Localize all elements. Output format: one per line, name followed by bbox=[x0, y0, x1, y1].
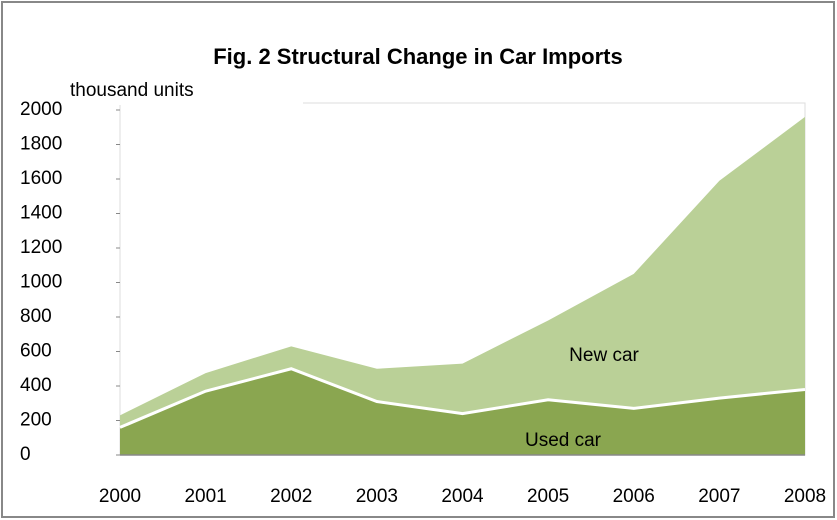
y-tick-label: 1000 bbox=[20, 272, 62, 293]
chart-title: Fig. 2 Structural Change in Car Imports bbox=[213, 44, 623, 69]
x-tick-label: 2006 bbox=[613, 486, 655, 507]
series-label: Used car bbox=[525, 430, 602, 451]
series-label: New car bbox=[569, 345, 639, 366]
y-tick-label: 1800 bbox=[20, 134, 62, 155]
area bbox=[120, 116, 805, 428]
y-tick-label: 0 bbox=[20, 444, 31, 465]
y-tick-label: 2000 bbox=[20, 99, 62, 120]
y-tick-label: 800 bbox=[20, 306, 52, 327]
y-tick-label: 1200 bbox=[20, 237, 62, 258]
y-tick-label: 200 bbox=[20, 410, 52, 431]
y-label-bg bbox=[63, 90, 303, 105]
x-tick-label: 2007 bbox=[698, 486, 740, 507]
x-tick-label: 2003 bbox=[356, 486, 398, 507]
y-tick-label: 1600 bbox=[20, 168, 62, 189]
y-tick-label: 1400 bbox=[20, 203, 62, 224]
x-tick-label: 2002 bbox=[270, 486, 312, 507]
y-axis-label: thousand units bbox=[70, 80, 194, 101]
x-tick-label: 2005 bbox=[527, 486, 569, 507]
boundary-line bbox=[119, 367, 806, 429]
x-tick-label: 2000 bbox=[99, 486, 141, 507]
x-tick-label: 2001 bbox=[184, 486, 226, 507]
area bbox=[120, 368, 805, 455]
x-tick-label: 2004 bbox=[441, 486, 484, 507]
y-tick-label: 400 bbox=[20, 375, 52, 396]
y-tick-label: 600 bbox=[20, 341, 52, 362]
x-tick-label: 2008 bbox=[784, 486, 826, 507]
